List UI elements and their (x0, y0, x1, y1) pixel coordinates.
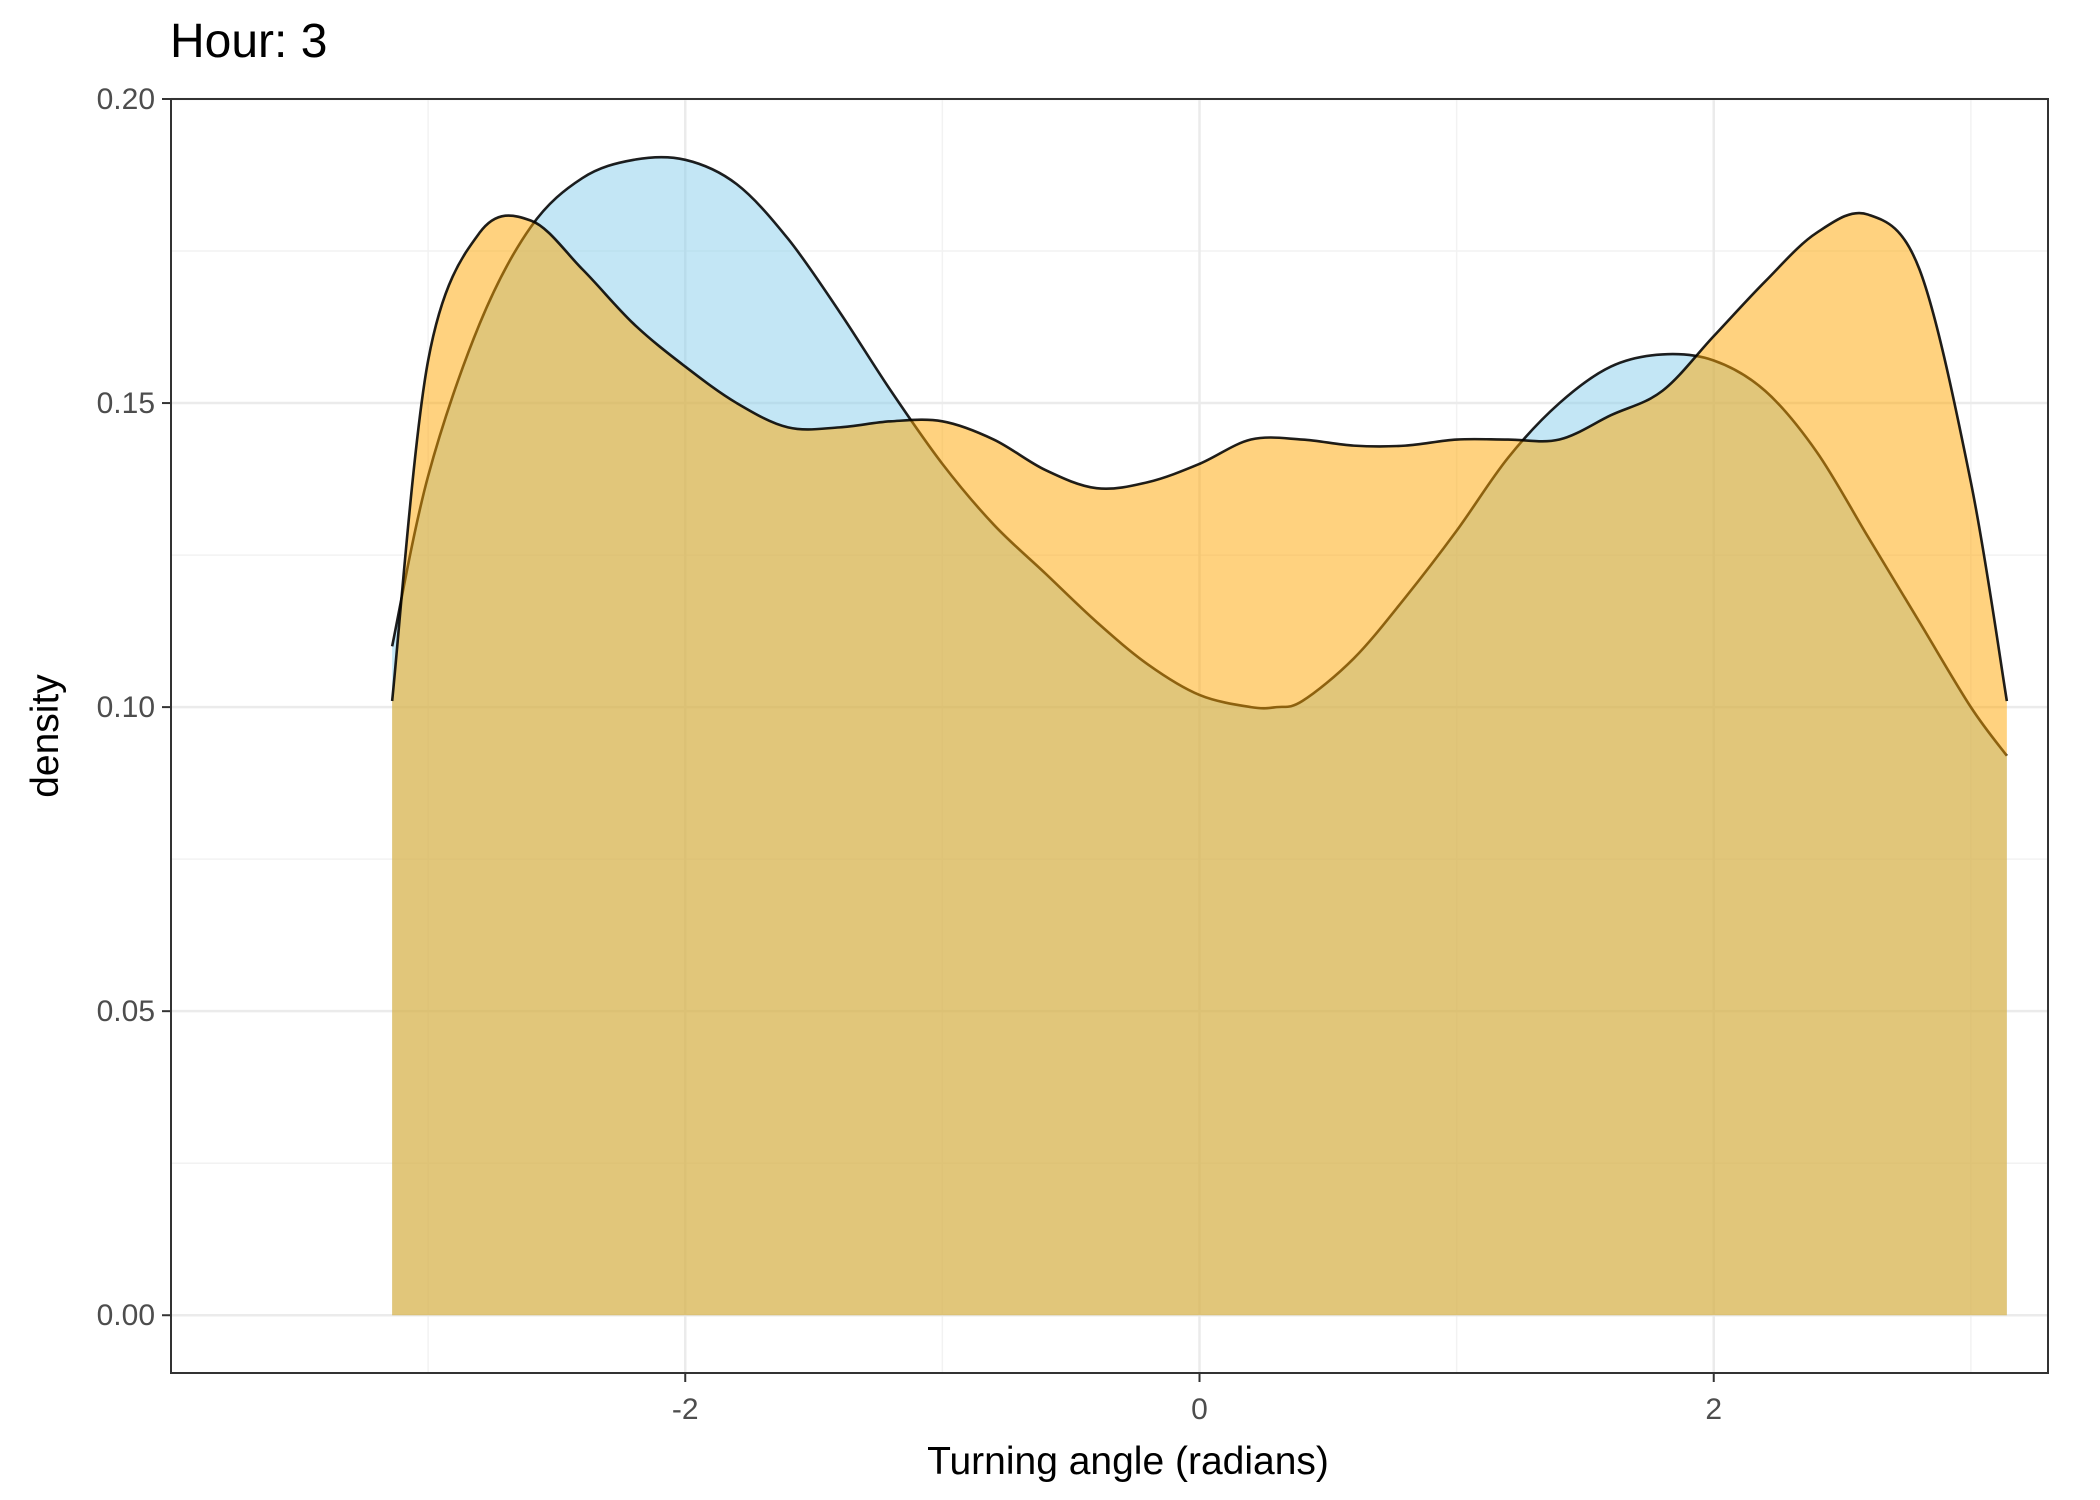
y-tick-label: 0.15 (97, 387, 155, 420)
x-tick-label: 0 (1191, 1393, 1208, 1426)
axes: 0.00 0.05 0.10 0.15 0.20 -2 0 2 (97, 83, 1722, 1426)
panel-border (170, 98, 2049, 1374)
y-tick-label: 0.10 (97, 691, 155, 724)
y-axis-title: density (24, 674, 67, 798)
chart-title: Hour: 3 (170, 15, 328, 68)
x-tick-label: -2 (672, 1393, 699, 1426)
series-layer (390, 155, 2009, 1316)
y-tick-label: 0.05 (97, 995, 155, 1028)
x-axis-title: Turning angle (radians) (927, 1440, 1329, 1483)
density-area-series-2 (392, 213, 2007, 1316)
y-tick-label: 0.00 (97, 1299, 155, 1332)
density-line-series-2 (390, 211, 2009, 702)
x-tick-label: 2 (1705, 1393, 1722, 1426)
y-tick-label: 0.20 (97, 83, 155, 116)
